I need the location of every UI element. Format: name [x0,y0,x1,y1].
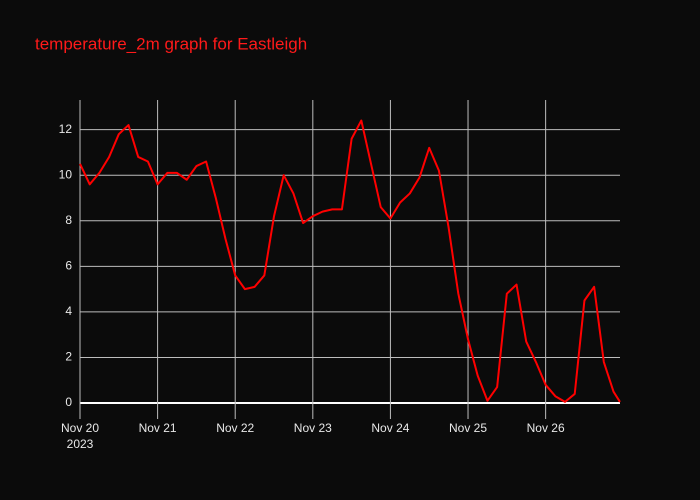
x-tick-label: Nov 20 [61,421,99,435]
y-tick-label: 12 [59,122,73,136]
y-tick-label: 2 [65,350,72,364]
y-tick-label: 10 [59,167,73,181]
y-tick-label: 0 [65,395,72,409]
x-tick-label: Nov 25 [449,421,487,435]
y-tick-label: 6 [65,259,72,273]
x-tick-label: Nov 26 [527,421,565,435]
x-tick-label: Nov 24 [371,421,409,435]
series-line [79,119,621,403]
x-tick-label: Nov 22 [216,421,254,435]
chart-title: temperature_2m graph for Eastleigh [35,34,307,53]
x-tick-label: Nov 21 [139,421,177,435]
x-year-label: 2023 [67,437,94,451]
x-tick-label: Nov 23 [294,421,332,435]
y-tick-label: 8 [65,213,72,227]
y-tick-label: 4 [65,304,72,318]
